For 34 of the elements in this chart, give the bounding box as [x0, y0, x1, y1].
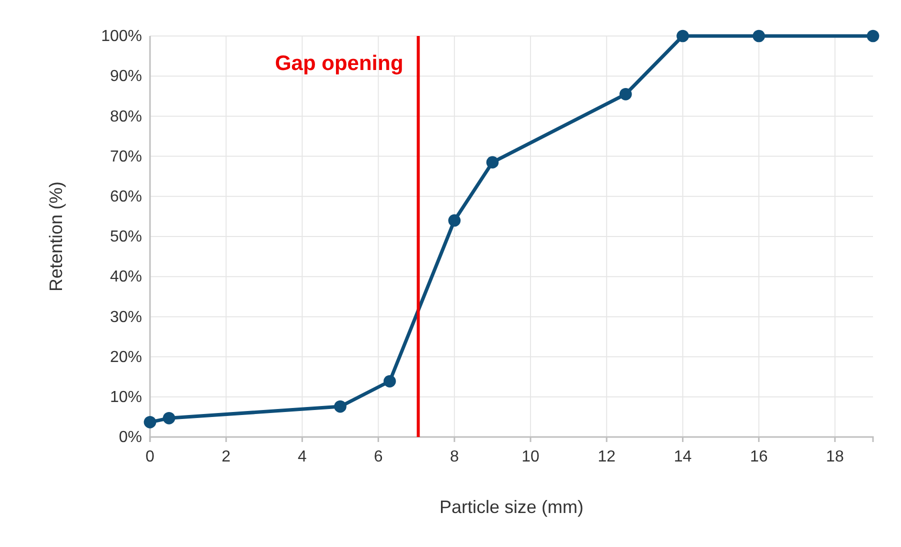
point	[866, 30, 880, 42]
point	[144, 416, 156, 428]
y-tick-label: 60%	[110, 188, 142, 206]
x-tick-label: 16	[750, 448, 768, 466]
y-tick-label: 20%	[110, 348, 142, 366]
point	[676, 30, 689, 42]
x-tick-label: 14	[674, 448, 692, 466]
x-tick-label: 2	[222, 448, 231, 466]
point	[334, 400, 346, 413]
point	[619, 88, 632, 100]
point	[448, 214, 461, 227]
x-tick-label: 8	[450, 448, 459, 466]
point	[384, 375, 396, 388]
y-tick-label: 10%	[110, 389, 142, 406]
x-tick-label: 12	[598, 448, 616, 466]
y-tick-label: 100%	[101, 28, 142, 46]
ref-line-label: Gap opening	[274, 52, 404, 75]
x-axis-title: Particle size (mm)	[439, 497, 584, 517]
x-tick-label: 4	[298, 448, 307, 466]
x-tick-label: 0	[146, 448, 155, 466]
y-tick-label: 80%	[110, 108, 142, 126]
y-tick-label: 30%	[110, 308, 142, 326]
y-tick-label: 50%	[110, 228, 142, 246]
y-tick-label: 90%	[110, 68, 142, 86]
y-tick-label: 40%	[110, 268, 142, 286]
y-axis-title: Retention (%)	[46, 181, 66, 292]
x-tick-label: 18	[826, 448, 844, 466]
y-tick-label: 70%	[110, 148, 142, 166]
point	[162, 412, 176, 424]
y-tick-label: 0%	[118, 429, 142, 446]
x-tick-label: 6	[374, 448, 383, 466]
x-tick-label: 10	[522, 448, 540, 466]
point	[752, 30, 766, 42]
point	[486, 156, 499, 168]
